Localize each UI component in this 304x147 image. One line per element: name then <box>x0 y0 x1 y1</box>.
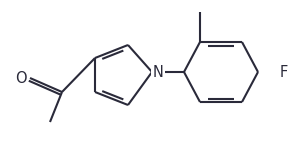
Text: O: O <box>15 71 27 86</box>
Text: F: F <box>280 65 288 80</box>
Text: N: N <box>153 65 164 80</box>
